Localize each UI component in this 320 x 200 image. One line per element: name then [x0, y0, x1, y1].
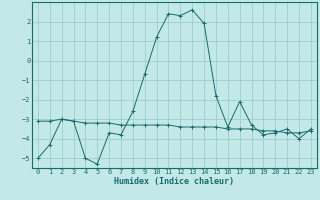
- X-axis label: Humidex (Indice chaleur): Humidex (Indice chaleur): [115, 177, 234, 186]
